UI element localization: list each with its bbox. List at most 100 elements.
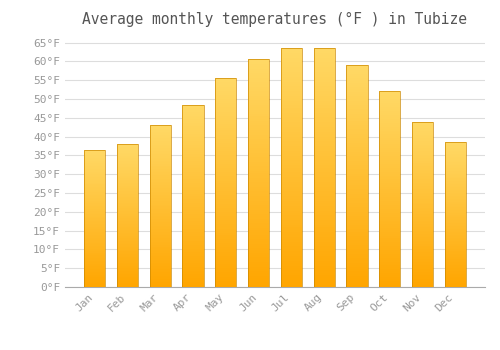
Bar	[215, 139, 236, 141]
Bar	[182, 219, 204, 221]
Bar	[84, 238, 106, 239]
Bar	[412, 191, 433, 193]
Bar	[248, 148, 270, 150]
Bar	[84, 266, 106, 268]
Bar	[280, 63, 302, 65]
Bar	[117, 157, 138, 158]
Bar	[182, 145, 204, 147]
Bar	[379, 99, 400, 101]
Bar	[314, 172, 335, 175]
Bar	[346, 141, 368, 143]
Bar	[150, 208, 171, 209]
Bar	[84, 210, 106, 211]
Bar	[182, 199, 204, 201]
Bar	[412, 219, 433, 221]
Bar	[117, 217, 138, 218]
Bar	[280, 253, 302, 256]
Bar	[346, 65, 368, 67]
Bar	[412, 274, 433, 275]
Bar	[346, 247, 368, 249]
Bar	[248, 255, 270, 257]
Bar	[150, 285, 171, 287]
Bar	[182, 269, 204, 271]
Bar	[215, 84, 236, 86]
Bar	[150, 148, 171, 149]
Bar	[379, 119, 400, 121]
Bar	[346, 276, 368, 278]
Bar	[412, 140, 433, 141]
Bar	[280, 280, 302, 282]
Bar	[182, 276, 204, 278]
Bar	[182, 221, 204, 223]
Bar	[215, 162, 236, 164]
Bar	[150, 230, 171, 232]
Bar	[314, 63, 335, 65]
Bar	[248, 110, 270, 112]
Bar	[150, 138, 171, 140]
Bar	[248, 198, 270, 201]
Bar	[412, 212, 433, 214]
Bar	[248, 189, 270, 191]
Bar	[117, 281, 138, 283]
Bar	[346, 116, 368, 118]
Bar	[182, 194, 204, 196]
Bar	[444, 262, 466, 264]
Bar	[150, 209, 171, 211]
Bar	[444, 261, 466, 262]
Bar	[248, 201, 270, 203]
Bar	[84, 177, 106, 178]
Bar	[84, 214, 106, 216]
Bar	[150, 162, 171, 164]
Bar	[248, 246, 270, 248]
Bar	[412, 223, 433, 224]
Bar	[280, 50, 302, 53]
Bar	[150, 154, 171, 156]
Bar	[215, 160, 236, 162]
Bar	[215, 141, 236, 143]
Bar	[280, 189, 302, 191]
Bar	[248, 164, 270, 166]
Bar	[280, 261, 302, 263]
Bar	[215, 270, 236, 272]
Bar	[280, 237, 302, 239]
Bar	[314, 175, 335, 177]
Bar	[346, 98, 368, 100]
Bar	[84, 242, 106, 243]
Bar	[150, 182, 171, 183]
Bar	[444, 226, 466, 228]
Bar	[379, 134, 400, 136]
Bar	[444, 203, 466, 204]
Bar	[346, 70, 368, 72]
Bar	[379, 261, 400, 264]
Bar	[150, 153, 171, 154]
Bar	[444, 190, 466, 191]
Bar	[248, 175, 270, 178]
Bar	[182, 281, 204, 284]
Bar	[412, 229, 433, 231]
Bar	[412, 161, 433, 163]
Bar	[182, 265, 204, 267]
Bar	[84, 153, 106, 154]
Bar	[280, 168, 302, 170]
Bar	[346, 280, 368, 282]
Bar	[412, 267, 433, 269]
Bar	[248, 100, 270, 103]
Bar	[444, 265, 466, 267]
Bar	[314, 218, 335, 220]
Bar	[182, 271, 204, 272]
Bar	[182, 232, 204, 234]
Bar	[215, 78, 236, 81]
Bar	[150, 281, 171, 282]
Bar	[84, 276, 106, 278]
Bar	[314, 156, 335, 158]
Bar	[182, 252, 204, 254]
Bar	[182, 134, 204, 135]
Bar	[248, 82, 270, 84]
Bar	[117, 173, 138, 174]
Bar	[248, 191, 270, 194]
Bar	[84, 262, 106, 264]
Bar	[379, 232, 400, 234]
Bar	[150, 143, 171, 145]
Bar	[280, 141, 302, 144]
Bar	[314, 84, 335, 86]
